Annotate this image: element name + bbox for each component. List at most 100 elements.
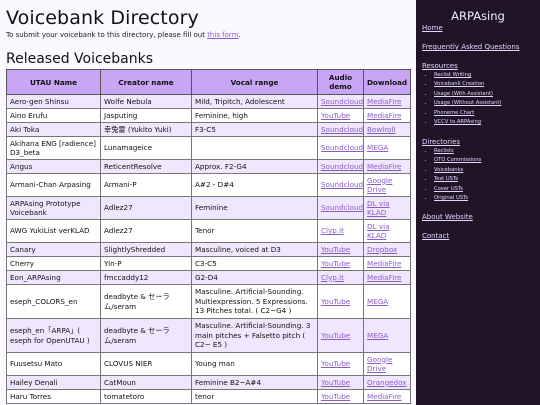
table-row: Eon_ARPAsing fmccaddy12 G2-D4 Clyp.it MediaF… [6,270,411,285]
cell-download: Google Drive [363,173,411,197]
resource-link-usage-with-assistant[interactable]: Usage (With Assistant) [434,90,493,97]
cell-audio-demo-link[interactable]: YouTube [321,296,351,306]
cell-audio-demo-link[interactable]: YouTube [321,391,351,401]
main-content: Voicebank Directory To submit your voice… [6,7,411,404]
cell-utau-name: AWG YukiList verKLAD [6,219,101,243]
header-vocal-range: Vocal range [191,69,318,95]
cell-download-link[interactable]: Bowlroll [367,124,396,134]
cell-download: Bowlroll [363,122,411,137]
cell-creator-name: fmccaddy12 [100,270,192,285]
cell-vocal-range: F3-C5 [191,122,318,137]
cell-audio-demo-link[interactable]: YouTube [321,258,351,268]
directory-link-cover-usts[interactable]: Cover USTs [434,185,463,192]
table-row: Cherry Yin-P C3-C5 YouTube MediaFire [6,256,411,271]
table-row: Armani-Chan Arpasing Armani-P A#2 - D#4 Sou… [6,173,411,197]
resource-item: Phoneme Chart [434,109,501,118]
resource-link-usage-without-assistant[interactable]: Usage (Without Assistant) [434,100,502,107]
directory-item: Test USTs [434,175,481,184]
cell-download-link[interactable]: MEGA [367,143,389,153]
cell-creator-name: SlightlyShredded [100,242,192,257]
cell-download: MediaFire [363,94,411,109]
cell-vocal-range: A#2 - D#4 [191,173,318,197]
cell-audio-demo-link[interactable]: Soundcloud [321,124,364,134]
cell-creator-name: Yin-P [100,256,192,271]
directory-link-voicebanks[interactable]: Voicebanks [434,166,464,173]
cell-download-link[interactable]: MediaFire [367,96,402,106]
nav-resources-link[interactable]: Resources [422,62,458,70]
cell-audio-demo-link[interactable]: YouTube [321,377,351,387]
cell-audio-demo: YouTube [317,389,364,404]
cell-audio-demo-link[interactable]: YouTube [321,244,351,254]
table-row: Canary SlightlyShredded Masculine, voiced … [6,242,411,257]
cell-creator-name: Adlez27 [100,196,192,220]
directory-link-oto-commissions[interactable]: OTO Commissions [434,157,482,164]
cell-vocal-range: Masculine. Artificial-Sounding. 3 main p… [191,318,318,353]
resource-link-vccv-to-arpasing[interactable]: VCCV to ARPAsing [434,119,482,126]
nav-faq-link[interactable]: Frequently Asked Questions [422,43,520,51]
cell-vocal-range: Feminine B2~A#4 [191,375,318,390]
cell-audio-demo: Soundcloud [317,122,364,137]
nav-about-link[interactable]: About Website [422,213,473,221]
resource-link-phoneme-chart[interactable]: Phoneme Chart [434,109,475,116]
cell-download-link[interactable]: Dropbox [367,244,398,254]
header-utau-name: UTAU Name [6,69,101,95]
header-download: Download [363,69,411,95]
cell-download: MediaFire [363,256,411,271]
nav-home-link[interactable]: Home [422,24,443,32]
cell-utau-name: Angus [6,159,101,174]
cell-audio-demo-link[interactable]: Soundcloud [321,161,364,171]
cell-audio-demo-link[interactable]: Clyp.it [321,272,344,282]
cell-audio-demo-link[interactable]: Soundcloud [321,143,364,153]
cell-creator-name: 幸兔雷 (Yukito Yuki) [100,122,192,137]
table-row: Hailey Denali CatMoun Feminine B2~A#4 YouTu… [6,375,411,390]
cell-download-link[interactable]: DL via KLAD [367,221,390,241]
table-row: Angus ReticentResolve Approx. F2-G4 Soundcl… [6,159,411,174]
resource-item: Voicebank Creation [434,80,501,89]
table-row: AWG YukiList verKLAD Adlez27 Tenor Clyp.it D… [6,219,411,243]
cell-audio-demo-link[interactable]: YouTube [321,330,351,340]
cell-download-link[interactable]: MediaFire [367,110,402,120]
cell-audio-demo-link[interactable]: Clyp.it [321,226,344,236]
table-row: Akihana ENG [radience] D3_beta Lunamageic… [6,136,411,160]
cell-download-link[interactable]: Google Drive [367,354,393,374]
cell-download-link[interactable]: Google Drive [367,175,393,195]
cell-download: MediaFire [363,159,411,174]
cell-audio-demo-link[interactable]: Soundcloud [321,203,364,213]
cell-download-link[interactable]: DL via KLAD [367,198,390,218]
cell-audio-demo-link[interactable]: YouTube [321,359,351,369]
cell-vocal-range [191,136,318,160]
cell-utau-name: Eon_ARPAsing [6,270,101,285]
cell-audio-demo: Clyp.it [317,219,364,243]
submission-form-link[interactable]: this form [207,31,239,39]
directory-link-reclists[interactable]: Reclists [434,148,454,154]
directory-item: Original USTs [434,194,481,203]
cell-download-link[interactable]: MEGA [367,296,389,306]
cell-download-link[interactable]: MediaFire [367,161,402,171]
cell-audio-demo-link[interactable]: YouTube [321,110,351,120]
table-row: Aki Toka 幸兔雷 (Yukito Yuki) F3-C5 Soundcloud… [6,122,411,137]
cell-download: DL via KLAD [363,219,411,243]
site-brand: ARPAsing [451,9,505,23]
directory-link-original-usts[interactable]: Original USTs [434,195,469,202]
cell-download-link[interactable]: MediaFire [367,391,402,401]
cell-download-link[interactable]: MEGA [367,330,389,340]
cell-download-link[interactable]: MediaFire [367,272,402,282]
directory-item: Reclists [434,147,481,156]
directory-link-test-usts[interactable]: Test USTs [434,176,458,183]
resource-link-voicebank-creation[interactable]: Voicebank Creation [434,81,485,88]
cell-creator-name: Armani-P [100,173,192,197]
cell-audio-demo: Soundcloud [317,136,364,160]
cell-download-link[interactable]: Orangedox [367,377,407,387]
cell-download-link[interactable]: MediaFire [367,258,402,268]
cell-creator-name: Adlez27 [100,219,192,243]
cell-download: Google Drive [363,352,411,376]
nav-directories-link[interactable]: Directories [422,138,461,146]
nav-contact-link[interactable]: Contact [422,232,450,240]
cell-utau-name: Aki Toka [6,122,101,137]
cell-audio-demo-link[interactable]: Soundcloud [321,96,364,106]
cell-audio-demo: Soundcloud [317,94,364,109]
cell-audio-demo: YouTube [317,352,364,376]
resource-link-reclist-writing[interactable]: Reclist Writing [434,72,472,78]
cell-audio-demo-link[interactable]: Soundcloud [321,180,364,190]
cell-audio-demo: YouTube [317,318,364,353]
